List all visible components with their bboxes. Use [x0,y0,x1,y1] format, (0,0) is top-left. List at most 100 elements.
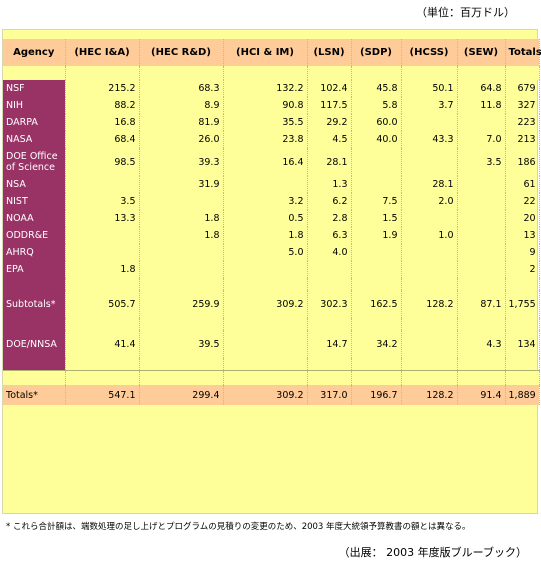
value-cell: 505.7 [65,290,140,318]
value-cell: 1.8 [223,227,308,244]
value-cell [223,330,308,358]
value-cell: 61 [505,176,540,193]
value-cell: 68.4 [65,131,140,148]
value-cell: 60.0 [351,114,402,131]
value-cell: 8.9 [139,97,224,114]
column-header: (LSN) [307,39,352,66]
table-row: NASA 68.4 26.0 23.8 4.5 40.0 43.3 7.0 213 [3,131,540,148]
value-cell [401,261,458,278]
table-row: NOAA 13.3 1.8 0.5 2.8 1.5 20 [3,210,540,227]
value-cell: 68.3 [139,80,224,97]
value-cell: 2 [505,261,540,278]
value-cell: 213 [505,131,540,148]
value-cell: 9 [505,244,540,261]
value-cell [223,261,308,278]
footnote: * これら合計額は、端数処理の足し上げとプログラムの見積りの変更のため、2003… [6,522,471,532]
value-cell: 16.4 [223,148,308,176]
value-cell: 2.8 [307,210,352,227]
agency-cell: DOE/NNSA [3,330,66,358]
value-cell: 309.2 [223,385,308,405]
column-header: Totals [505,39,541,66]
header-row: Agency (HEC I&A) (HEC R&D) (HCI & IM) (LSN)(… [3,39,541,66]
value-cell [457,261,506,278]
table-row: ODDR&E 1.8 1.8 6.3 1.9 1.0 13 [3,227,540,244]
value-cell: 4.0 [307,244,352,261]
value-cell: 128.2 [401,385,458,405]
value-cell: 128.2 [401,290,458,318]
value-cell [401,210,458,227]
value-cell: 87.1 [457,290,506,318]
value-cell: 14.7 [307,330,352,358]
value-cell: 2.0 [401,193,458,210]
column-header: (HCSS) [401,39,458,66]
value-cell: 132.2 [223,80,308,97]
table-row: NIH 88.2 8.9 90.8 117.5 5.8 3.7 11.8 327 [3,97,540,114]
value-cell: 90.8 [223,97,308,114]
value-cell: 223 [505,114,540,131]
column-header: (SDP) [351,39,402,66]
table-row: DOE Office of Science 98.5 39.3 16.4 28.1 3.5… [3,148,540,176]
agency-cell: NSF [3,80,66,97]
value-cell [401,114,458,131]
value-cell: 35.5 [223,114,308,131]
value-cell: 1.5 [351,210,402,227]
table-row: Subtotals* 505.7 259.9 309.2 302.3 162.5 128.2… [3,290,540,318]
value-cell: 6.3 [307,227,352,244]
table-row: EPA 1.8 2 [3,261,540,278]
budget-table: Agency (HEC I&A) (HEC R&D) (HCI & IM) (LSN)(… [3,30,541,405]
value-cell: 1,889 [505,385,540,405]
value-cell [401,330,458,358]
value-cell: 134 [505,330,540,358]
value-cell: 327 [505,97,540,114]
value-cell [139,244,224,261]
value-cell [223,176,308,193]
value-cell: 40.0 [351,131,402,148]
value-cell: 81.9 [139,114,224,131]
value-cell [351,148,402,176]
agency-cell: DOE Office of Science [3,148,66,176]
table-row: DOE/NNSA 41.4 39.5 14.7 34.2 4.3 134 [3,330,540,358]
value-cell: 102.4 [307,80,352,97]
agency-cell: NOAA [3,210,66,227]
column-header: (SEW) [457,39,506,66]
value-cell: 20 [505,210,540,227]
value-cell [139,193,224,210]
table-row: NIST 3.5 3.2 6.2 7.5 2.0 22 [3,193,540,210]
value-cell: 64.8 [457,80,506,97]
table-row: Totals* 547.1 299.4 309.2 317.0 196.7 128.2 91.… [3,385,540,405]
value-cell: 299.4 [139,385,224,405]
value-cell: 1.9 [351,227,402,244]
value-cell: 28.1 [307,148,352,176]
value-cell: 43.3 [401,131,458,148]
value-cell: 39.5 [139,330,224,358]
value-cell: 3.5 [65,193,140,210]
table-body: NSF 215.2 68.3 132.2 102.4 45.8 50.1 64.8 679 NIH… [3,66,540,405]
value-cell: 11.8 [457,97,506,114]
value-cell [401,148,458,176]
value-cell: 1.0 [401,227,458,244]
value-cell [457,227,506,244]
agency-cell: EPA [3,261,66,278]
value-cell [351,176,402,193]
column-header: (HCI & IM) [223,39,308,66]
value-cell: 117.5 [307,97,352,114]
value-cell [457,210,506,227]
agency-cell: NASA [3,131,66,148]
agency-cell: Subtotals* [3,290,66,318]
budget-table-frame: Agency (HEC I&A) (HEC R&D) (HCI & IM) (LSN)(… [2,29,541,514]
value-cell [457,114,506,131]
value-cell: 91.4 [457,385,506,405]
column-header: Agency [3,39,66,66]
value-cell [139,261,224,278]
value-cell: 679 [505,80,540,97]
value-cell: 5.0 [223,244,308,261]
value-cell [65,244,140,261]
value-cell: 309.2 [223,290,308,318]
agency-cell: NIST [3,193,66,210]
table-row: NSF 215.2 68.3 132.2 102.4 45.8 50.1 64.8 679 [3,80,540,97]
value-cell: 1.8 [65,261,140,278]
value-cell [351,244,402,261]
value-cell: 3.2 [223,193,308,210]
value-cell: 13 [505,227,540,244]
value-cell: 3.7 [401,97,458,114]
